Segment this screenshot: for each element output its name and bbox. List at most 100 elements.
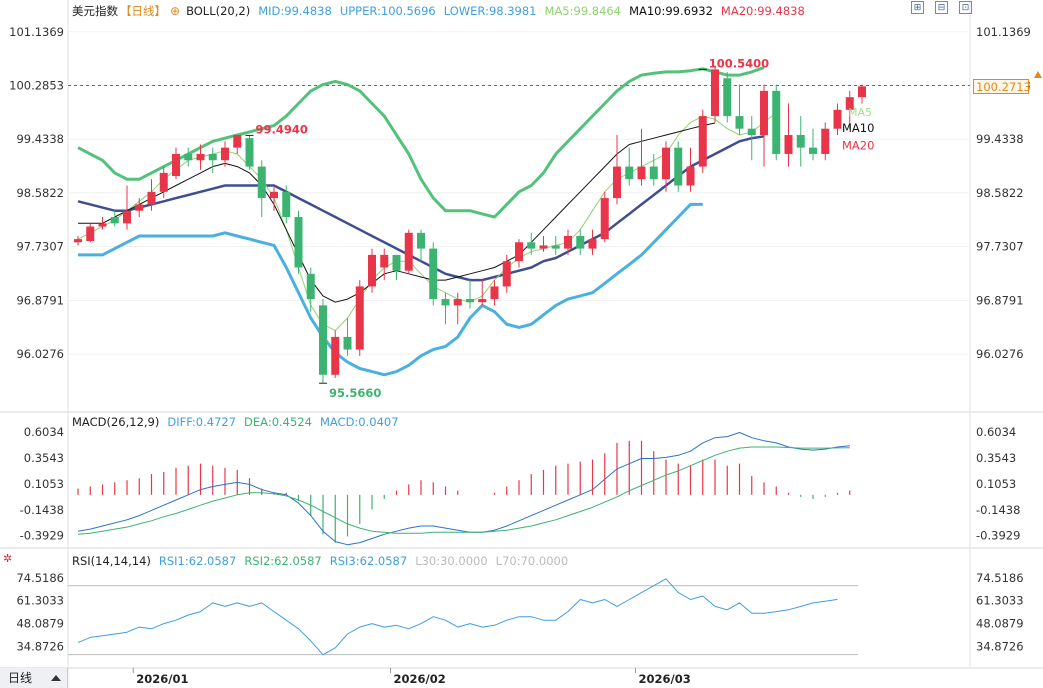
candle-body xyxy=(821,128,830,154)
zoom-in-icon[interactable]: ⊞ xyxy=(911,1,924,14)
price-up-arrow-icon xyxy=(1034,71,1042,78)
candle-body xyxy=(392,254,401,271)
macd-y-tick-right: 0.6034 xyxy=(976,425,1016,439)
candle-body xyxy=(453,299,462,306)
candle-body xyxy=(649,166,658,180)
candle-body xyxy=(441,299,450,306)
candle-body xyxy=(74,239,82,243)
macd-panel xyxy=(77,432,851,546)
annotation-label: 100.5400 xyxy=(709,56,769,70)
candle-body xyxy=(809,147,817,154)
y-tick-left: 101.1369 xyxy=(9,25,64,39)
candle-body xyxy=(747,128,756,136)
candle-body xyxy=(86,226,95,242)
candle-body xyxy=(772,90,781,154)
candle-body xyxy=(159,172,168,192)
candle-body xyxy=(515,242,523,262)
candle-body xyxy=(208,153,217,161)
macd-dea: DEA:0.4524 xyxy=(244,415,312,429)
y-tick-right: 98.5822 xyxy=(976,186,1024,200)
candle-body xyxy=(429,248,438,300)
macd-value: MACD:0.0407 xyxy=(319,415,399,429)
rsi-header: RSI(14,14,14) RSI1:62.0587 RSI2:62.0587 … xyxy=(72,554,568,568)
candle-body xyxy=(539,245,548,249)
zoom-out-icon[interactable]: ⊟ xyxy=(935,1,948,14)
boll-upper: UPPER:100.5696 xyxy=(339,4,436,18)
rsi3-value: RSI3:62.0587 xyxy=(329,554,408,568)
candle-body xyxy=(588,239,597,249)
y-tick-left: 99.4338 xyxy=(16,132,64,146)
candle-body xyxy=(221,147,229,161)
candle-body xyxy=(110,217,119,224)
rsi-l30: L30:30.0000 xyxy=(415,554,488,568)
candle-body xyxy=(490,286,499,300)
candle-body xyxy=(270,191,278,199)
candle-body xyxy=(319,305,327,375)
rsi-y-tick-right: 74.5186 xyxy=(976,571,1024,585)
rsi-y-tick-left: 74.5186 xyxy=(16,571,64,585)
candle-body xyxy=(625,166,634,180)
period-tab-label: 日线 xyxy=(8,671,33,685)
boll-mid: MID:99.4838 xyxy=(258,4,332,18)
candle-body xyxy=(527,242,536,249)
settings-icon[interactable]: ⊕ xyxy=(170,4,181,18)
boll-params: BOLL(20,2) xyxy=(186,4,251,18)
ma20-value: MA20:99.4838 xyxy=(720,4,805,18)
candle-body xyxy=(245,138,254,167)
ma5-line xyxy=(77,112,777,332)
y-tick-right: 99.4338 xyxy=(976,132,1024,146)
macd-y-tick-right: 0.3543 xyxy=(976,451,1016,465)
y-tick-left: 96.8791 xyxy=(16,293,64,307)
ma20-line-label: MA20 xyxy=(842,139,874,153)
main-header: 美元指数 【日线】 ⊕ BOLL(20,2) MID:99.4838 UPPER… xyxy=(72,3,805,19)
rsi-line xyxy=(77,578,838,656)
candle-body xyxy=(674,147,683,186)
macd-diff: DIFF:0.4727 xyxy=(167,415,237,429)
ma10-line-label: MA10 xyxy=(842,121,874,135)
y-tick-left: 98.5822 xyxy=(16,186,64,200)
axis-labels: 101.1369101.1369100.2853100.285399.43389… xyxy=(9,25,1031,686)
symbol-name: 美元指数 xyxy=(72,4,118,18)
annotation-label: 99.4940 xyxy=(256,122,308,136)
rsi-y-tick-left: 48.0879 xyxy=(16,616,64,630)
gear-icon[interactable]: ✲ xyxy=(3,552,13,565)
candle-body xyxy=(306,273,315,300)
candle-body xyxy=(551,245,560,249)
candle-body xyxy=(123,210,131,224)
macd-title: MACD(26,12,9) xyxy=(72,415,160,429)
candle-body xyxy=(760,90,768,136)
candle-body xyxy=(845,97,854,110)
candle-body xyxy=(564,235,572,249)
candle-body xyxy=(466,299,474,303)
y-tick-right: 96.0276 xyxy=(976,347,1024,361)
y-tick-right: 96.8791 xyxy=(976,293,1024,307)
candle-body xyxy=(404,232,413,271)
candle-body xyxy=(478,299,487,303)
boll-lower: LOWER:98.3981 xyxy=(443,4,537,18)
candle-body xyxy=(735,116,744,129)
candle-body xyxy=(184,153,193,161)
fullscreen-icon[interactable]: ⊡ xyxy=(959,1,972,14)
triangle-up-icon xyxy=(51,675,61,681)
candle-body xyxy=(147,191,156,205)
candle-body xyxy=(331,336,340,375)
rsi-y-tick-right: 61.3033 xyxy=(976,594,1024,608)
rsi-title: RSI(14,14,14) xyxy=(72,554,151,568)
period-label[interactable]: 【日线】 xyxy=(120,4,166,18)
y-tick-left: 97.7307 xyxy=(16,240,64,254)
macd-y-tick-right: 0.1053 xyxy=(976,477,1016,491)
rsi1-value: RSI1:62.0587 xyxy=(158,554,237,568)
macd-y-tick-left: 0.1053 xyxy=(24,477,64,491)
candle-body xyxy=(257,166,266,199)
candle-body xyxy=(343,336,352,350)
candle-body xyxy=(135,204,144,211)
y-tick-left: 96.0276 xyxy=(16,347,64,361)
candle-body xyxy=(172,153,180,177)
macd-y-tick-right: -0.3929 xyxy=(976,529,1020,543)
period-tab[interactable]: 日线 xyxy=(0,668,68,688)
macd-y-tick-left: -0.3929 xyxy=(20,529,64,543)
rsi-y-tick-right: 48.0879 xyxy=(976,616,1024,630)
y-tick-right: 101.1369 xyxy=(976,25,1031,39)
